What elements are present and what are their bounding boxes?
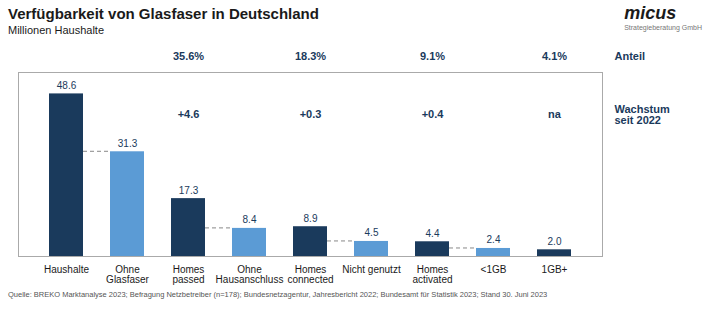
html-text:Strategieberatung GmbH: Strategieberatung GmbH xyxy=(624,24,702,31)
svg-text:Nicht genutzt: Nicht genutzt xyxy=(342,264,401,275)
svg-text:<1GB: <1GB xyxy=(481,264,507,275)
svg-text:8.4: 8.4 xyxy=(243,214,257,225)
svg-text:31.3: 31.3 xyxy=(118,138,138,149)
html-text:Verfügbarkeit von Glasfaser in: Verfügbarkeit von Glasfaser in Deutschla… xyxy=(8,5,319,22)
svg-text:1GB+: 1GB+ xyxy=(542,264,568,275)
svg-text:4.1%: 4.1% xyxy=(542,50,567,62)
svg-text:Anteil: Anteil xyxy=(615,50,646,62)
svg-text:Wachstumseit 2022: Wachstumseit 2022 xyxy=(615,103,670,126)
svg-text:OhneGlasfaser: OhneGlasfaser xyxy=(106,264,149,285)
svg-text:Haushalte: Haushalte xyxy=(44,264,89,275)
svg-text:4.4: 4.4 xyxy=(426,228,440,239)
svg-text:OhneHausanschluss: OhneHausanschluss xyxy=(216,264,284,285)
svg-text:17.3: 17.3 xyxy=(179,185,199,196)
svg-text:2.0: 2.0 xyxy=(548,236,562,247)
svg-text:+4.6: +4.6 xyxy=(178,108,200,120)
svg-text:18.3%: 18.3% xyxy=(295,50,326,62)
svg-text:35.6%: 35.6% xyxy=(173,50,204,62)
svg-text:9.1%: 9.1% xyxy=(420,50,445,62)
svg-text:48.6: 48.6 xyxy=(57,80,77,91)
svg-text:4.5: 4.5 xyxy=(365,227,379,238)
html-text:Quelle: BREKO Marktanalyse 202: Quelle: BREKO Marktanalyse 2023; Befragu… xyxy=(8,290,548,299)
html-text:micus: micus xyxy=(624,3,677,23)
html-text:Millionen Haushalte: Millionen Haushalte xyxy=(8,24,104,36)
svg-text:Homesactivated: Homesactivated xyxy=(412,264,452,285)
svg-text:2.4: 2.4 xyxy=(487,234,501,245)
svg-text:+0.3: +0.3 xyxy=(300,108,322,120)
svg-text:Homespassed: Homespassed xyxy=(172,264,204,285)
svg-text:8.9: 8.9 xyxy=(304,213,318,224)
svg-text:+0.4: +0.4 xyxy=(422,108,445,120)
svg-text:na: na xyxy=(548,108,562,120)
svg-text:Homesconnected: Homesconnected xyxy=(287,264,333,285)
